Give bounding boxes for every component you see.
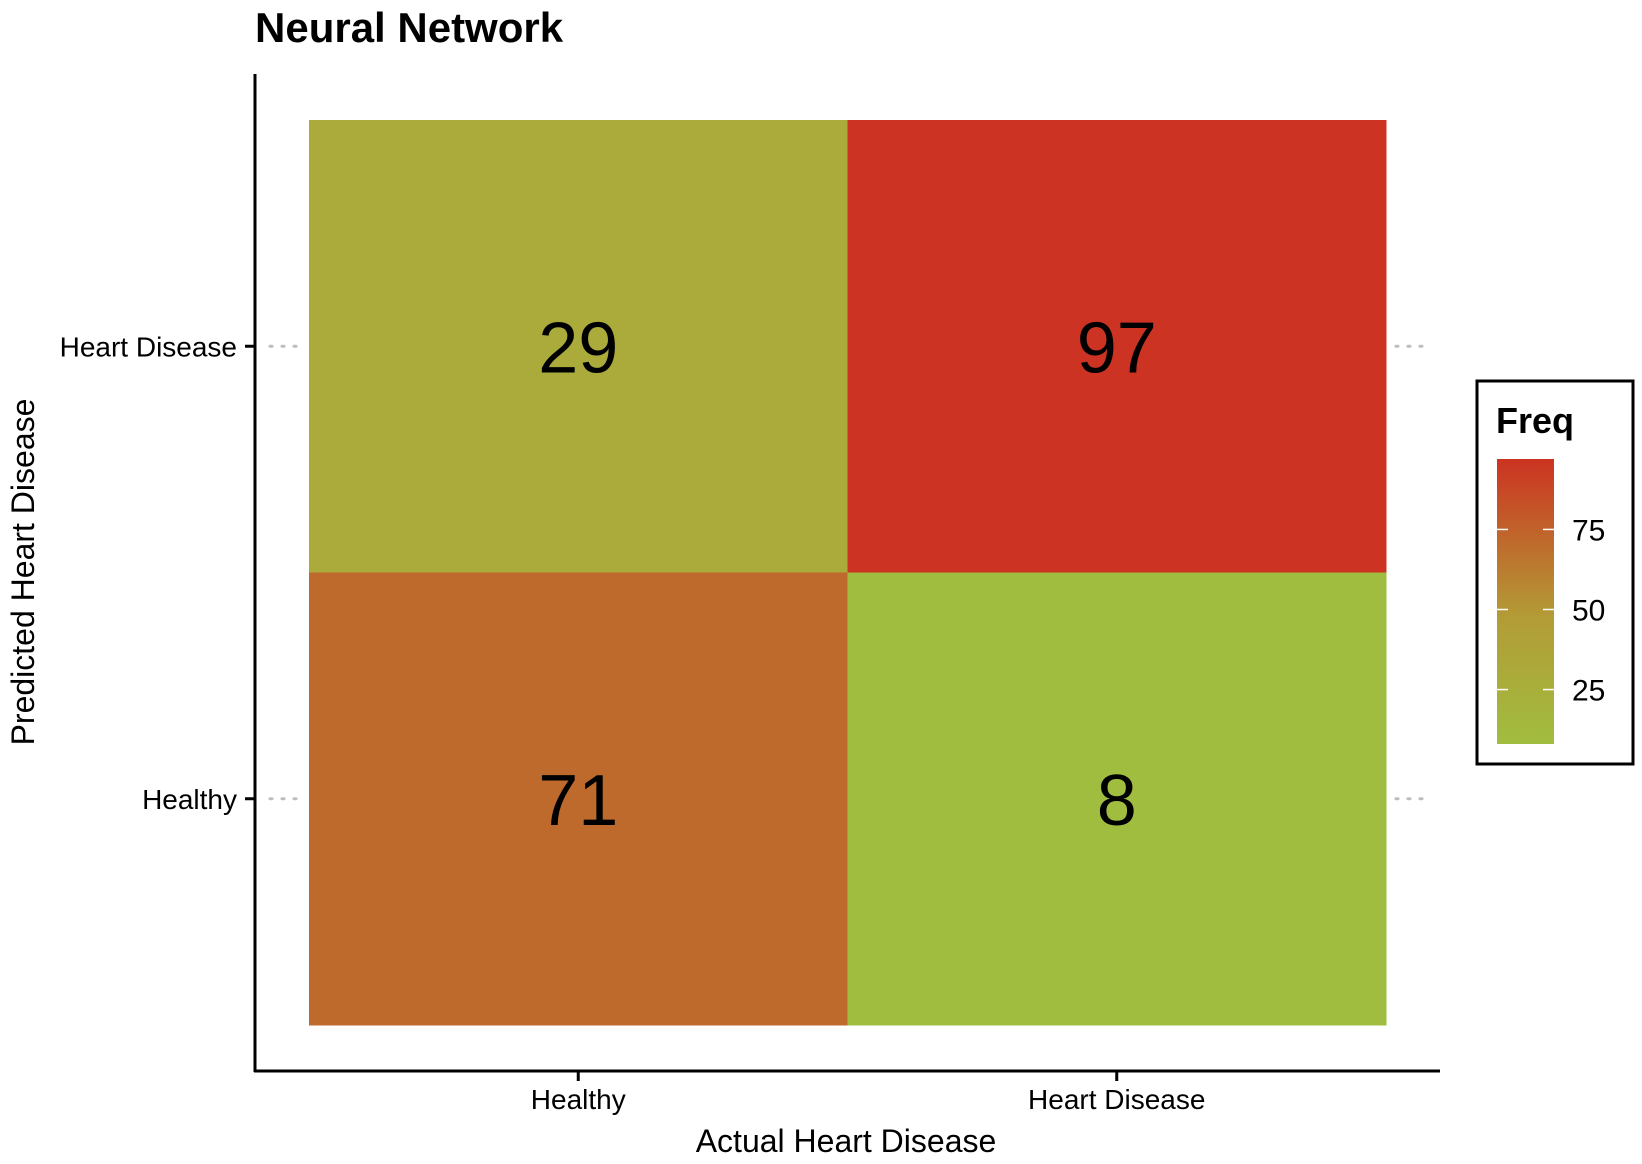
cell-value-label: 8 xyxy=(1097,761,1137,841)
x-tick-label: Healthy xyxy=(531,1084,626,1115)
legend-title: Freq xyxy=(1496,400,1574,441)
x-axis-title: Actual Heart Disease xyxy=(696,1123,997,1159)
heatmap-cell xyxy=(309,120,848,573)
y-tick-label: Heart Disease xyxy=(60,331,237,362)
chart-title: Neural Network xyxy=(255,4,564,51)
legend-tick-label: 25 xyxy=(1572,675,1605,708)
heatmap-cell xyxy=(847,120,1387,573)
y-axis-ticks: Healthy Heart Disease xyxy=(60,331,255,815)
cell-value-label: 29 xyxy=(538,308,618,388)
cell-value-label: 97 xyxy=(1077,308,1157,388)
x-axis-ticks: Healthy Heart Disease xyxy=(531,1071,1205,1115)
legend-color-bar xyxy=(1497,459,1554,744)
legend: Freq 25 50 75 xyxy=(1475,379,1635,766)
cell-value-label: 71 xyxy=(538,761,618,841)
x-tick-label: Heart Disease xyxy=(1028,1084,1205,1115)
heatmap-cells: 29 97 71 8 xyxy=(309,120,1387,1026)
y-axis-title: Predicted Heart Disease xyxy=(5,399,41,746)
legend-tick-label: 75 xyxy=(1572,514,1605,547)
legend-tick-label: 50 xyxy=(1572,595,1605,628)
heatmap-cell xyxy=(847,572,1387,1026)
legend-ticks: 25 50 75 xyxy=(1497,514,1605,708)
y-tick-label: Healthy xyxy=(142,784,237,815)
heatmap-cell xyxy=(309,572,848,1026)
